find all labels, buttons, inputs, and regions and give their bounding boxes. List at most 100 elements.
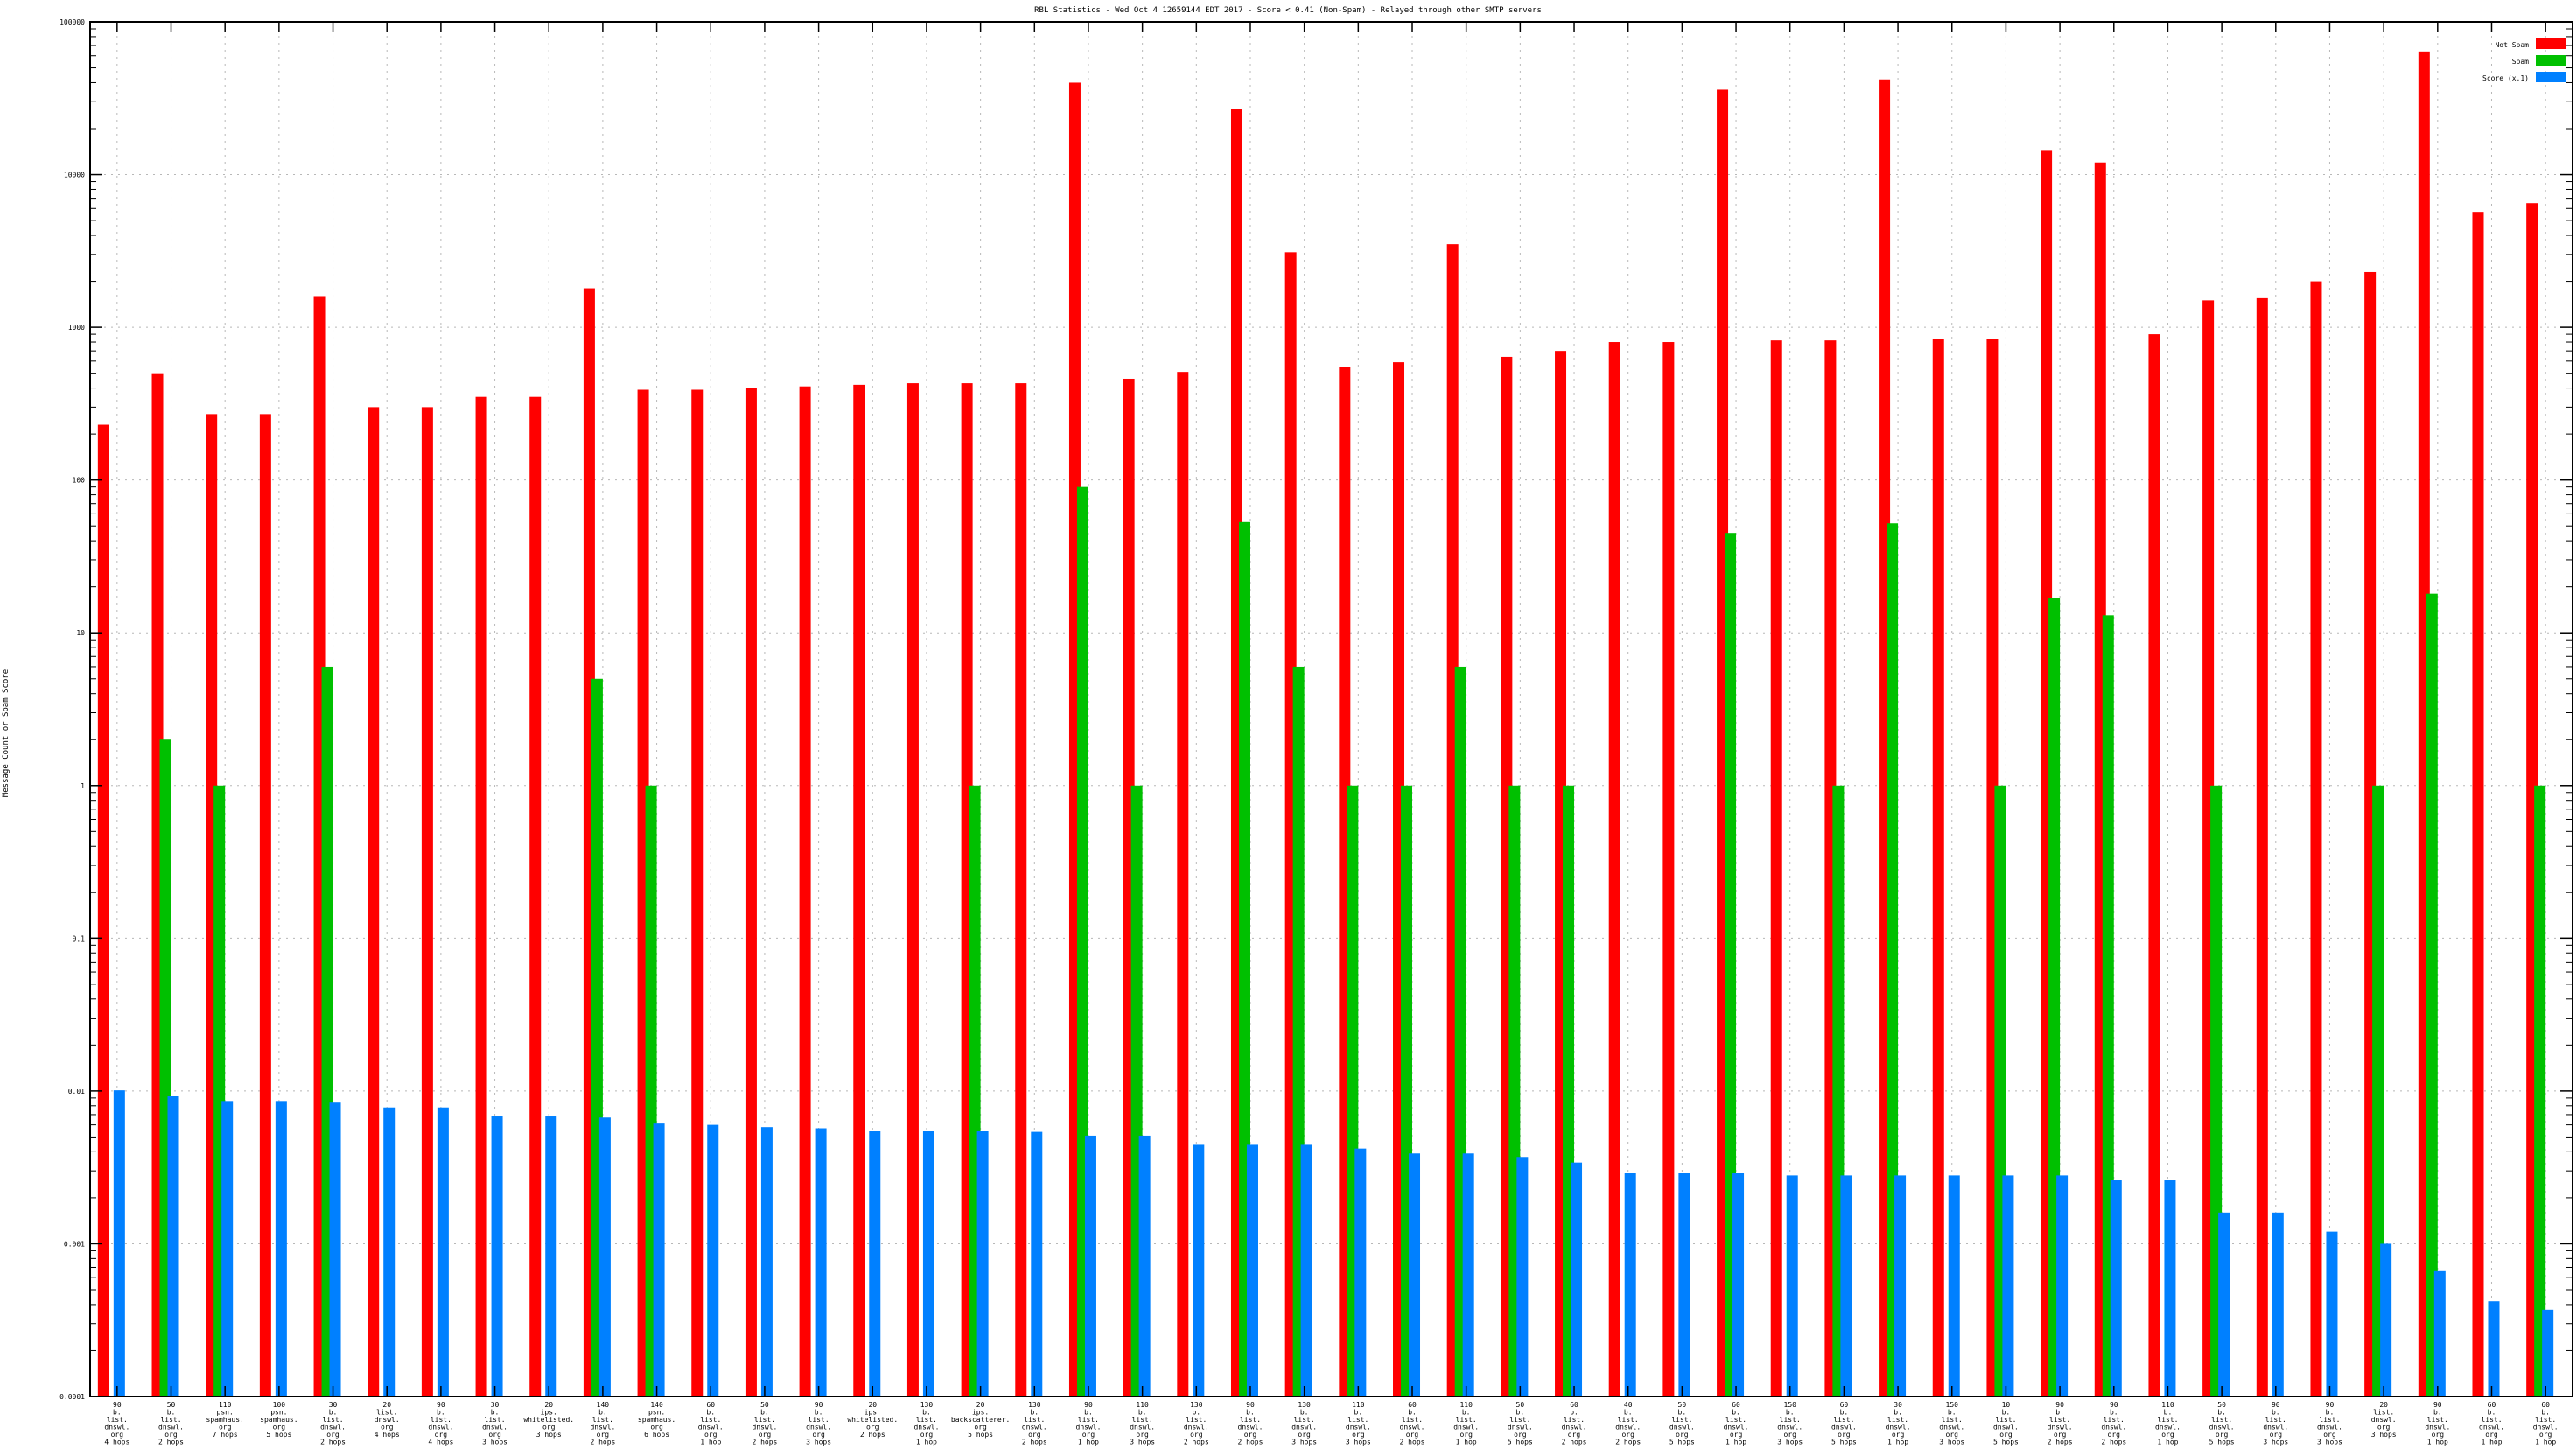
legend: Not Spam Spam Score (x.1) (2482, 38, 2566, 82)
x-tick-label: 150 b. list. dnswl. org 3 hops (1777, 1401, 1802, 1446)
x-tick-label: 130 b. list. dnswl. org 1 hop (914, 1401, 939, 1446)
bar-score-x-1 (167, 1096, 179, 1396)
x-tick-label: 60 b. list. dnswl. org 1 hop (1724, 1401, 1749, 1446)
bar-not-spam (1932, 339, 1944, 1396)
bar-score-x-1 (1732, 1172, 1745, 1396)
y-tick-label: 10000 (64, 172, 85, 179)
legend-swatch (2536, 72, 2566, 82)
x-tick-label: 130 b. list. dnswl. org 2 hops (1022, 1401, 1047, 1446)
bar-score-x-1 (2164, 1180, 2176, 1396)
x-tick-label: 110 b. list. dnswl. org 1 hop (1453, 1401, 1479, 1446)
y-tick-label: 1000 (68, 324, 85, 332)
bar-not-spam (97, 424, 109, 1397)
y-tick-label: 100 (73, 477, 86, 485)
x-tick-label: 20 ips. whitelisted. org 2 hops (847, 1401, 898, 1438)
y-tick-label: 100000 (60, 18, 85, 26)
x-tick-label: 90 b. list. dnswl. org 3 hops (2263, 1401, 2288, 1446)
x-tick-label: 110 b. list. dnswl. org 1 hop (2155, 1401, 2180, 1446)
x-tick-label: 110 b. list. dnswl. org 3 hops (1346, 1401, 1371, 1446)
bar-score-x-1 (1786, 1175, 1798, 1396)
x-tick-label: 100 psn. spamhaus. org 5 hops (260, 1401, 298, 1438)
x-tick-label: 40 b. list. dnswl. org 2 hops (1615, 1401, 1641, 1446)
bar-score-x-1 (1031, 1131, 1043, 1396)
bar-score-x-1 (1138, 1135, 1151, 1396)
x-tick-label: 130 b. list. dnswl. org 2 hops (1184, 1401, 1209, 1446)
bar-not-spam (421, 407, 433, 1396)
bar-score-x-1 (1409, 1153, 1421, 1396)
bar-score-x-1 (1948, 1175, 1960, 1396)
x-tick-label: 140 b. list. dnswl. org 2 hops (590, 1401, 615, 1446)
x-tick-label: 60 b. list. dnswl. org 5 hops (1831, 1401, 1857, 1446)
legend-swatch (2536, 38, 2566, 49)
bar-not-spam (1770, 340, 1782, 1396)
x-tick-label: 50 b. list. dnswl. org 2 hops (752, 1401, 777, 1446)
bar-score-x-1 (707, 1124, 719, 1396)
x-tick-label: 130 b. list. dnswl. org 3 hops (1292, 1401, 1317, 1446)
x-tick-label: 50 b. list. dnswl. org 5 hops (2209, 1401, 2235, 1446)
bar-marks (97, 51, 2554, 1397)
bar-score-x-1 (653, 1123, 665, 1396)
bar-not-spam (475, 396, 487, 1397)
bar-score-x-1 (1462, 1153, 1474, 1396)
bar-score-x-1 (383, 1107, 396, 1396)
bar-spam (2534, 785, 2546, 1396)
bar-score-x-1 (329, 1102, 341, 1396)
axis-labels: 0.0001 0.001 0.01 0.1 1 10 100 1000 10000 100000 9… (60, 18, 2558, 1446)
bar-score-x-1 (1894, 1175, 1907, 1396)
x-tick-label: 20 list. dnswl. org 4 hops (374, 1401, 400, 1438)
bar-score-x-1 (2433, 1270, 2446, 1396)
y-tick-label: 10 (76, 629, 85, 637)
bar-score-x-1 (1624, 1172, 1636, 1396)
bar-score-x-1 (113, 1090, 125, 1396)
bar-score-x-1 (1678, 1172, 1690, 1396)
bar-score-x-1 (760, 1127, 773, 1396)
bar-not-spam (906, 383, 919, 1397)
chart-title: RBL Statistics - Wed Oct 4 12659144 EDT … (1034, 6, 1542, 15)
legend-label: Not Spam (2495, 41, 2529, 49)
bar-not-spam (1015, 383, 1027, 1397)
plot-frame (89, 21, 2573, 1397)
bar-score-x-1 (1084, 1135, 1096, 1396)
x-tick-label: 60 b. list. dnswl. org 2 hops (1562, 1401, 1587, 1446)
bar-score-x-1 (1354, 1148, 1367, 1396)
bar-score-x-1 (545, 1116, 557, 1396)
bar-score-x-1 (275, 1101, 287, 1396)
x-tick-label: 50 b. list. dnswl. org 5 hops (1670, 1401, 1695, 1446)
x-tick-label: 90 b. list. dnswl. org 4 hops (428, 1401, 453, 1446)
bar-not-spam (2472, 212, 2484, 1397)
x-tick-label: 30 b. list. dnswl. org 1 hop (1886, 1401, 1911, 1446)
x-tick-label: 90 b. list. dnswl. org 2 hops (2101, 1401, 2126, 1446)
bar-score-x-1 (2326, 1231, 2338, 1396)
x-tick-label: 20 ips. backscatterer. org 5 hops (951, 1401, 1010, 1438)
x-tick-label: 90 b. list. dnswl. org 1 hop (1076, 1401, 1102, 1446)
bar-not-spam (259, 414, 271, 1396)
bar-not-spam (368, 407, 380, 1396)
bar-score-x-1 (2110, 1180, 2122, 1396)
bar-score-x-1 (1840, 1175, 1852, 1396)
bar-score-x-1 (2488, 1301, 2500, 1396)
bar-score-x-1 (815, 1128, 827, 1396)
bar-score-x-1 (869, 1130, 881, 1396)
bar-score-x-1 (1516, 1157, 1529, 1396)
x-tick-label: 20 ips. whitelisted. org 3 hops (523, 1401, 574, 1438)
x-tick-label: 90 b. list. dnswl. org 4 hops (104, 1401, 130, 1446)
bar-not-spam (1608, 342, 1620, 1396)
legend-swatch (2536, 55, 2566, 66)
bar-score-x-1 (2056, 1175, 2068, 1396)
bar-not-spam (853, 384, 865, 1397)
bar-not-spam (745, 388, 757, 1397)
bar-score-x-1 (2380, 1243, 2392, 1396)
x-tick-label: 60 b. list. dnswl. org 1 hop (2533, 1401, 2558, 1446)
x-tick-label: 90 b. list. dnswl. org 2 hops (1238, 1401, 1264, 1446)
bar-score-x-1 (2272, 1212, 2284, 1396)
y-tick-label: 1 (80, 782, 85, 790)
x-tick-label: 150 b. list. dnswl. org 3 hops (1939, 1401, 1964, 1446)
y-tick-label: 0.01 (68, 1088, 85, 1096)
x-tick-label: 140 psn. spamhaus. org 6 hops (638, 1401, 676, 1438)
bar-score-x-1 (2218, 1212, 2230, 1396)
x-tick-label: 50 b. list. dnswl. org 2 hops (158, 1401, 184, 1446)
x-tick-label: 90 b. list. dnswl. org 3 hops (2317, 1401, 2342, 1446)
legend-label: Score (x.1) (2482, 74, 2529, 82)
x-tick-label: 30 b. list. dnswl. org 2 hops (320, 1401, 346, 1446)
